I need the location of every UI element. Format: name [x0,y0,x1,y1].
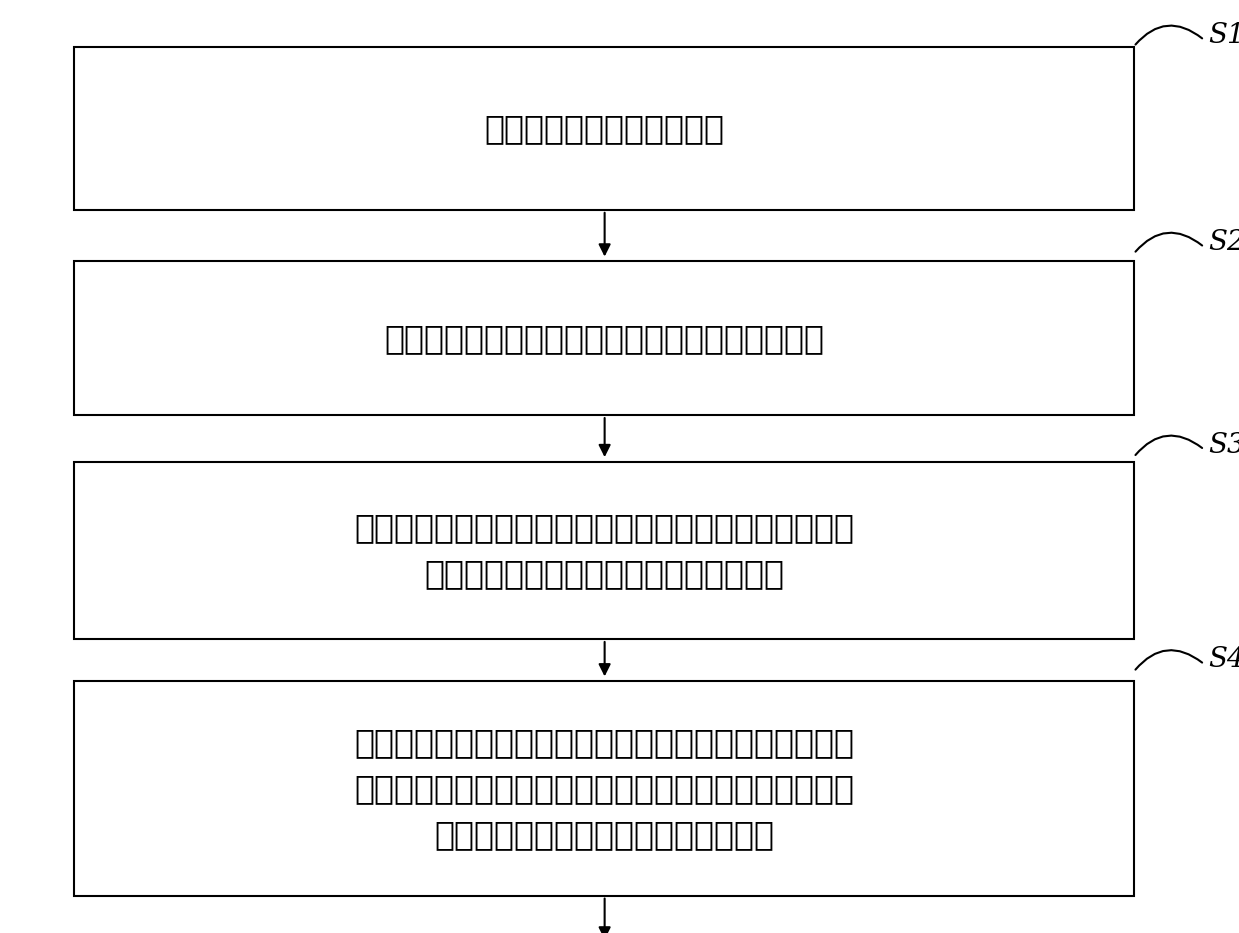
FancyArrowPatch shape [1135,25,1202,45]
Text: S300: S300 [1208,432,1239,458]
Bar [74,261,1134,415]
Text: 选取所述触摸区域中电容值变化量最大的峰值电容节点以
及与所述峰值电容节点邻近的电容节点组: 选取所述触摸区域中电容值变化量最大的峰值电容节点以 及与所述峰值电容节点邻近的电… [354,511,854,590]
Text: 计算所有电容节点的电容值变化量，确定触摸区域: 计算所有电容节点的电容值变化量，确定触摸区域 [384,322,824,355]
FancyArrowPatch shape [1135,232,1202,252]
Text: 根据所述电容节点组的参数计算触摸点的坐标，或根据所
述峰值电容节点和所述电容节点组的参数计算触摸点的坐
标，所述参数包括电容值变化量和坐标: 根据所述电容节点组的参数计算触摸点的坐标，或根据所 述峰值电容节点和所述电容节点… [354,726,854,851]
Text: 检测所有电容节点的电容值: 检测所有电容节点的电容值 [484,112,724,145]
Text: S100: S100 [1208,22,1239,49]
Bar [74,462,1134,639]
FancyArrowPatch shape [1135,436,1202,455]
FancyArrowPatch shape [1135,650,1202,670]
Bar [74,681,1134,896]
Text: S400: S400 [1208,647,1239,673]
Bar [74,47,1134,210]
Text: S200: S200 [1208,230,1239,256]
